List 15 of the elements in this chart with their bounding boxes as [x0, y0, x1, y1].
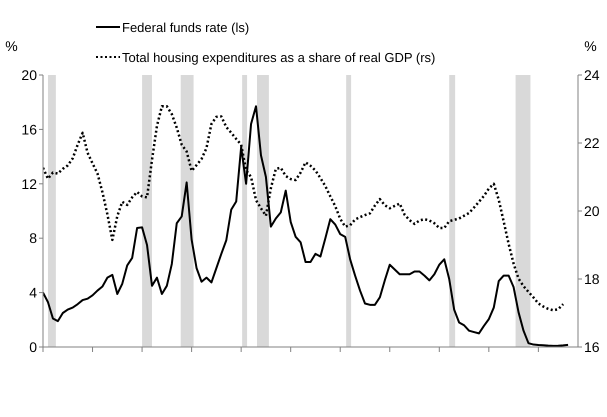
y-tick-label: 20: [21, 66, 38, 83]
legend-label: Federal funds rate (ls): [122, 20, 250, 34]
y-tick-label: 16: [21, 121, 38, 138]
y2-tick-label: 22: [584, 134, 600, 151]
y-tick-label: 12: [21, 176, 38, 192]
y2-tick-label: 20: [584, 202, 600, 219]
y2-tick-label: 24: [584, 66, 600, 83]
legend-label: Total housing expenditures as a share of real GDP (rs): [122, 50, 436, 64]
y2-tick-label: 18: [584, 270, 600, 287]
y2-axis-title: %: [584, 38, 597, 54]
y-axis-title: %: [5, 38, 18, 54]
y-tick-label: 8: [29, 230, 38, 246]
y2-tick-label: 16: [584, 338, 600, 355]
y-tick-label: 0: [29, 338, 38, 355]
y-tick-label: 4: [29, 284, 38, 301]
